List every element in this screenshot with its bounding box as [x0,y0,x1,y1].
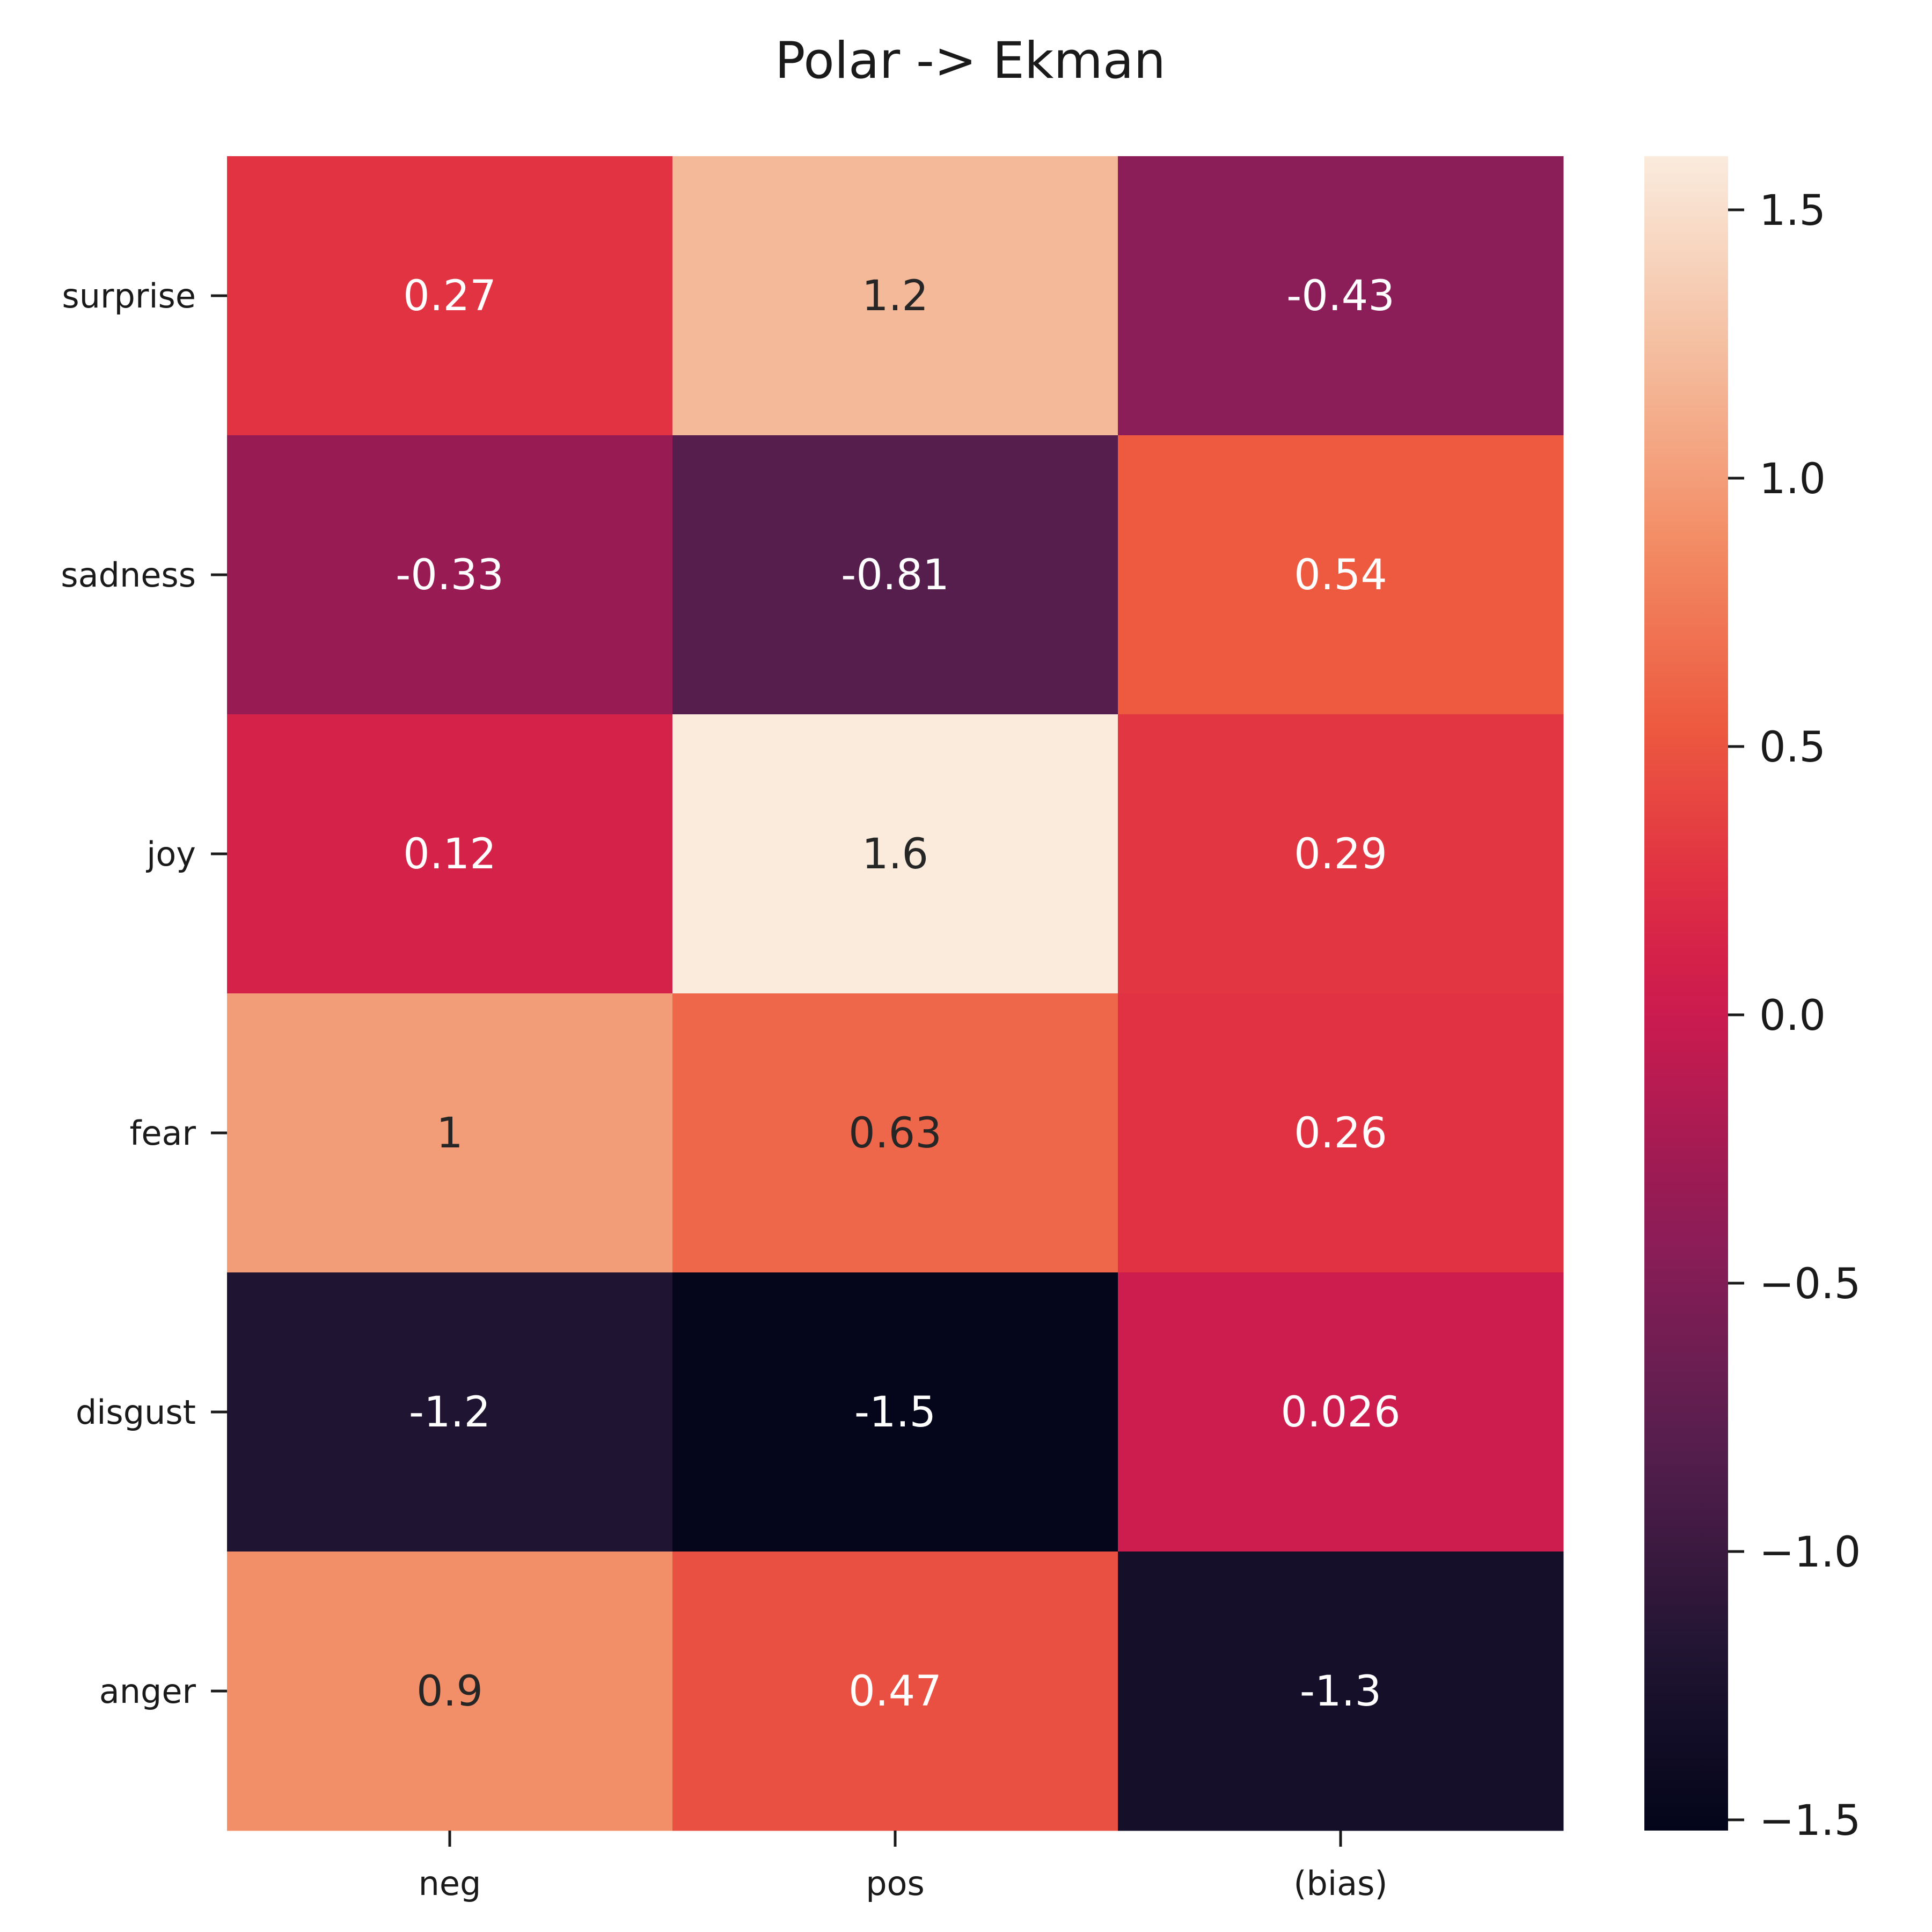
colorbar: 1.5 1.0 0.5 0.0 −0.5 −1.0 −1.5 [1644,156,1861,1845]
y-tick-label: anger [99,1672,196,1711]
colorbar-tick-label: −1.5 [1759,1797,1861,1845]
colorbar-tick-label: −1.0 [1759,1528,1861,1577]
colorbar-gradient [1644,156,1728,1831]
cell-value-label: 0.54 [1294,551,1387,599]
y-tick-label: sadness [61,555,196,595]
heatmap-cell [227,1272,673,1552]
x-tick-label: neg [419,1864,481,1903]
heatmap-cell [227,1552,673,1831]
colorbar-tick-label: 0.0 [1759,992,1826,1040]
heatmap-cell [227,714,673,994]
heatmap-cell [1118,1552,1564,1831]
heatmap-cell [1118,1272,1564,1552]
y-axis: surprise sadness joy fear disgust anger [61,276,227,1711]
heatmap-cell [227,993,673,1273]
heatmap-cell [672,993,1118,1273]
colorbar-tick-label: −0.5 [1759,1260,1861,1308]
y-tick-label: fear [130,1114,196,1153]
cell-value-label: 1.6 [862,830,928,879]
colorbar-ticks: 1.5 1.0 0.5 0.0 −0.5 −1.0 −1.5 [1728,187,1861,1845]
chart-title: Polar -> Ekman [775,32,1166,90]
cell-value-label: 0.26 [1294,1109,1387,1158]
cell-value-label: 1.2 [862,272,928,320]
cell-value-label: 0.47 [848,1667,942,1716]
cell-value-label: 0.63 [848,1109,942,1158]
cell-value-label: -1.3 [1300,1667,1381,1716]
heatmap-cell [1118,993,1564,1273]
heatmap-cell [227,435,673,715]
heatmap-cell [672,1552,1118,1831]
x-tick-label: (bias) [1293,1864,1387,1903]
heatmap-cell [227,156,673,436]
cell-value-label: -0.43 [1286,272,1395,320]
cell-value-label: -1.5 [854,1388,936,1437]
heatmap-cell [1118,156,1564,436]
cell-value-label: 0.026 [1280,1388,1400,1437]
heatmap-cell [672,156,1118,436]
heatmap-cell [1118,435,1564,715]
colorbar-tick-label: 1.5 [1759,187,1826,235]
cell-value-label: 0.29 [1294,830,1387,879]
y-tick-label: disgust [76,1393,196,1432]
cell-value-label: 0.27 [403,272,496,320]
y-tick-label: surprise [62,276,196,316]
cell-value-label: 0.12 [403,830,496,879]
heatmap-cell [672,714,1118,994]
heatmap-cell [1118,714,1564,994]
colorbar-tick-label: 1.0 [1759,455,1826,503]
cell-value-label: 1 [436,1109,463,1158]
heatmap-cell [672,1272,1118,1552]
colorbar-tick-label: 0.5 [1759,723,1826,772]
cell-value-label: 0.9 [416,1667,483,1716]
x-axis: neg pos (bias) [419,1831,1388,1903]
cell-value-label: -0.33 [396,551,504,599]
y-tick-label: joy [145,835,196,874]
heatmap-cell [672,435,1118,715]
cell-value-label: -1.2 [409,1388,491,1437]
cell-value-label: -0.81 [841,551,949,599]
heatmap-cells: 0.27 1.2 -0.43 -0.33 -0.81 0.54 0.12 1.6 0.29 1 0.… [227,156,1564,1831]
x-tick-label: pos [866,1864,925,1903]
